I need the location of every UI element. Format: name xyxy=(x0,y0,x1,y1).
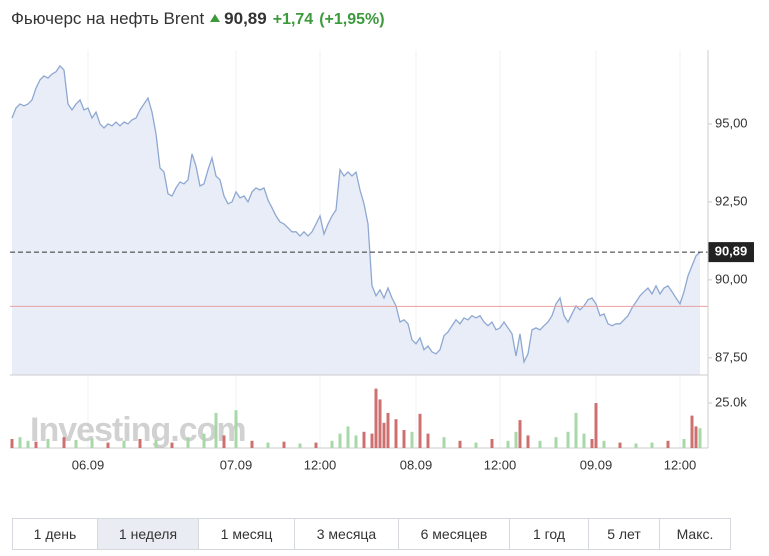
volume-bar xyxy=(90,438,94,448)
volume-bar xyxy=(602,440,606,448)
volume-bar xyxy=(410,431,414,448)
x-tick-label: 06.09 xyxy=(72,457,105,472)
volume-bar xyxy=(538,440,542,448)
period-button[interactable]: 1 год xyxy=(510,519,589,549)
volume-bar xyxy=(574,412,578,448)
period-button[interactable]: 5 лет xyxy=(589,519,660,549)
period-selector: 1 день 1 неделя 1 месяц 3 месяца 6 месяцев 1 … xyxy=(12,518,731,550)
volume-bar xyxy=(10,439,14,448)
volume-bar xyxy=(154,439,158,448)
volume-bar xyxy=(34,441,38,448)
volume-bar xyxy=(62,437,66,448)
volume-bar xyxy=(266,442,270,448)
period-button[interactable]: 6 месяцев xyxy=(399,519,510,549)
volume-bar xyxy=(518,420,522,448)
period-button[interactable]: Макс. xyxy=(676,526,714,542)
watermark: Investing.com xyxy=(30,411,246,449)
volume-bar xyxy=(526,435,530,448)
volume-bar xyxy=(506,440,510,448)
volume-bar xyxy=(394,419,398,448)
y-tick-label: 87,50 xyxy=(715,349,748,364)
y-tick-label: 95,00 xyxy=(715,115,748,130)
volume-bar xyxy=(186,437,190,448)
volume-bar xyxy=(374,388,378,448)
volume-bar xyxy=(402,430,406,448)
period-button[interactable]: 1 месяц xyxy=(199,519,295,549)
x-tick-label: 07.09 xyxy=(220,457,253,472)
volume-bar xyxy=(694,426,698,448)
x-tick-label: 12:00 xyxy=(484,457,517,472)
volume-bar xyxy=(222,435,226,448)
volume-bar xyxy=(590,439,594,448)
volume-bar xyxy=(282,441,286,448)
period-button[interactable]: 1 день xyxy=(13,519,98,549)
volume-bar xyxy=(170,442,174,448)
volume-bar xyxy=(74,439,78,448)
volume-bar xyxy=(18,437,22,448)
volume-bar xyxy=(634,443,638,448)
price: 90,89 xyxy=(224,9,267,28)
volume-bar xyxy=(618,442,622,448)
period-button[interactable]: 1 неделя xyxy=(98,519,199,549)
volume-bar xyxy=(122,440,126,448)
volume-bar xyxy=(442,437,446,448)
volume-bar xyxy=(682,439,686,448)
last-price-label: 90,89 xyxy=(715,244,748,259)
volume-bar xyxy=(386,412,390,448)
volume-bar xyxy=(250,440,254,448)
volume-bar xyxy=(382,422,386,448)
volume-bar xyxy=(554,437,558,448)
volume-bar xyxy=(214,412,218,448)
x-tick-label: 09.09 xyxy=(580,457,613,472)
volume-bar xyxy=(594,403,598,448)
period-button[interactable]: 3 месяца xyxy=(295,519,399,549)
y-tick-label: 90,00 xyxy=(715,271,748,286)
volume-bar xyxy=(458,440,462,448)
volume-bar xyxy=(514,431,518,448)
volume-bar xyxy=(26,440,30,448)
volume-bar xyxy=(314,442,318,448)
last-price-box xyxy=(708,242,754,263)
volume-bar xyxy=(338,433,342,448)
x-tick-label: 12:00 xyxy=(664,457,697,472)
volume-bar xyxy=(202,433,206,448)
volume-bar xyxy=(474,442,478,448)
instrument-name: Фьючерс на нефть Brent xyxy=(11,9,205,28)
volume-bar xyxy=(370,433,374,448)
volume-bar xyxy=(234,410,238,448)
volume-bar xyxy=(690,415,694,448)
volume-bar xyxy=(490,439,494,448)
volume-bar xyxy=(138,439,142,448)
volume-bar xyxy=(418,413,422,448)
volume-bar xyxy=(698,428,702,448)
y-tick-label: 92,50 xyxy=(715,193,748,208)
x-tick-label: 08.09 xyxy=(400,457,433,472)
x-tick-label: 12:00 xyxy=(304,457,337,472)
volume-tick-label: 25.0k xyxy=(715,394,747,409)
change-percent: (+1,95%) xyxy=(319,11,385,28)
volume-bar xyxy=(354,435,358,448)
up-arrow xyxy=(210,14,221,22)
volume-bar xyxy=(582,433,586,448)
price-area xyxy=(12,65,700,376)
volume-bar xyxy=(666,440,670,448)
volume-bar xyxy=(566,431,570,448)
volume-bar xyxy=(650,442,654,448)
volume-bar xyxy=(362,431,366,448)
chart: 06.09 07.09 12:00 08.09 12:00 09.09 12:00 87,50… xyxy=(10,50,754,472)
volume-bar xyxy=(346,426,350,448)
volume-bar xyxy=(298,443,302,448)
volume-bar xyxy=(378,399,382,448)
volume-bar xyxy=(330,440,334,448)
volume-bar xyxy=(106,442,110,448)
volume-bar xyxy=(46,439,50,448)
price-line xyxy=(11,64,701,365)
volume-bar xyxy=(426,433,430,448)
change: +1,74 xyxy=(272,11,314,28)
header: Фьючерс на нефть Brent 90,89 +1,74 (+1,95%) xyxy=(11,9,385,29)
